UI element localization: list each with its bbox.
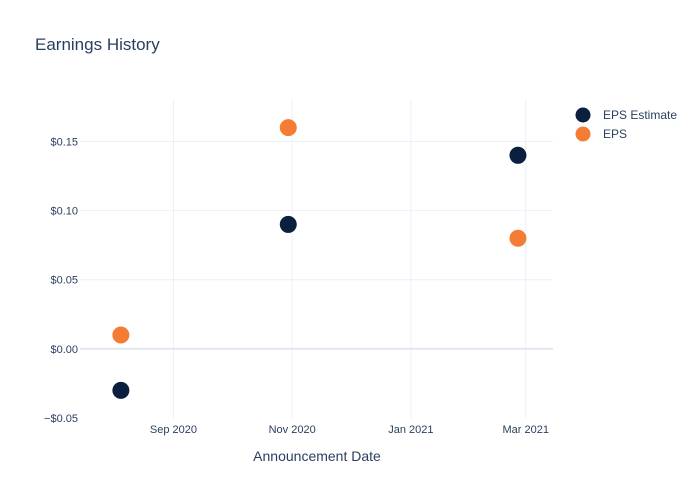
chart-title: Earnings History xyxy=(35,35,160,54)
y-tick-label: $0.00 xyxy=(50,344,78,356)
legend-marker xyxy=(574,106,592,124)
legend-marker xyxy=(574,125,592,143)
legend-item[interactable]: EPS xyxy=(574,125,627,143)
data-point[interactable] xyxy=(508,228,528,248)
x-tick-label: Mar 2021 xyxy=(503,424,549,436)
legend-label: EPS xyxy=(603,127,627,141)
series-eps-estimate xyxy=(111,145,528,400)
legend-item[interactable]: EPS Estimate xyxy=(574,106,677,124)
y-tick-label: $0.05 xyxy=(50,275,78,287)
y-tick-labels: −$0.05 $0.00 $0.05 $0.10 $0.15 xyxy=(44,136,78,425)
y-tick-label: $0.15 xyxy=(50,136,78,148)
x-tick-label: Sep 2020 xyxy=(150,424,197,436)
legend-label: EPS Estimate xyxy=(603,108,677,122)
data-point[interactable] xyxy=(111,325,131,345)
data-point[interactable] xyxy=(278,118,298,138)
data-point[interactable] xyxy=(278,214,298,234)
x-axis-title: Announcement Date xyxy=(253,448,381,464)
data-points xyxy=(111,118,528,400)
series-eps xyxy=(111,118,528,345)
x-tick-labels: Sep 2020 Nov 2020 Jan 2021 Mar 2021 xyxy=(150,424,549,436)
y-tick-label: −$0.05 xyxy=(44,413,78,425)
data-point[interactable] xyxy=(508,145,528,165)
x-tick-label: Nov 2020 xyxy=(269,424,316,436)
x-tick-label: Jan 2021 xyxy=(388,424,433,436)
data-point[interactable] xyxy=(111,380,131,400)
grid-layer xyxy=(80,100,553,418)
y-tick-label: $0.10 xyxy=(50,206,78,218)
legend[interactable]: EPS Estimate EPS xyxy=(574,106,677,143)
